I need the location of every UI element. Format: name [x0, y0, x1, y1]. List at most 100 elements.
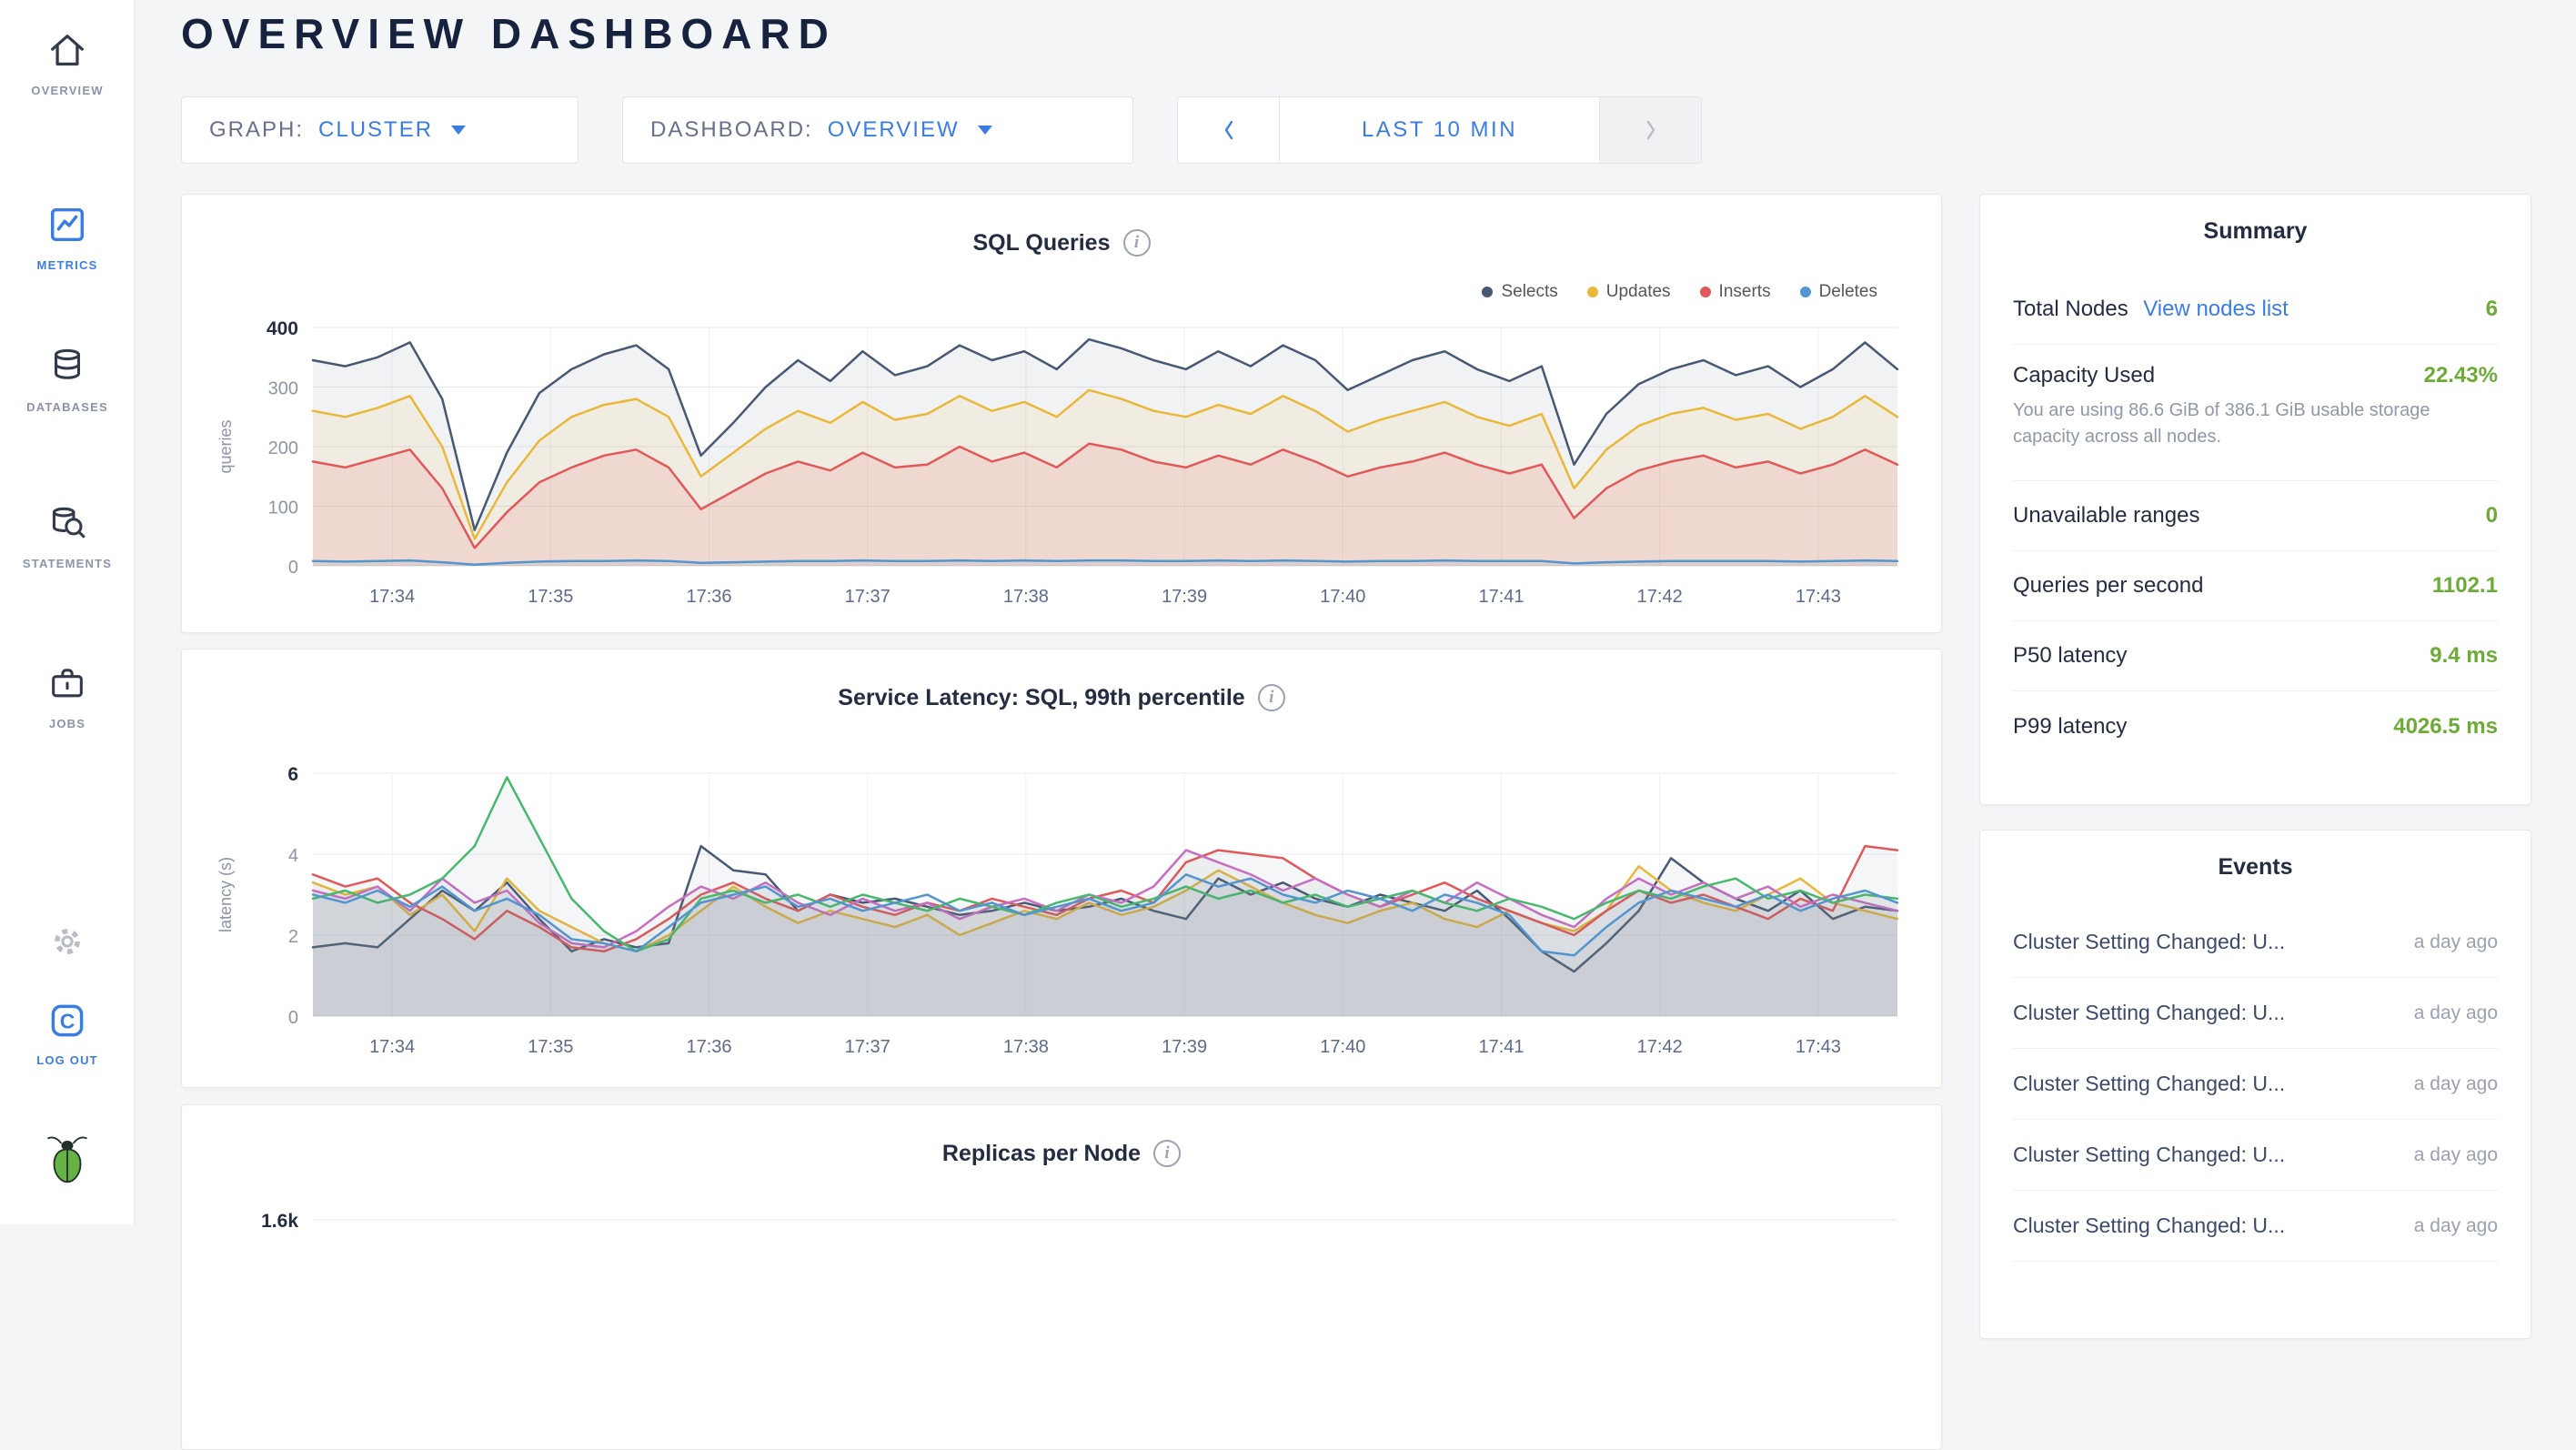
legend-label: Deletes	[1819, 282, 1877, 302]
info-icon[interactable]: i	[1153, 1140, 1181, 1167]
summary-row-p50-latency: P50 latency 9.4 ms	[2013, 621, 2498, 691]
legend-item[interactable]: Updates	[1587, 282, 1671, 302]
sidebar-item-label: OVERVIEW	[31, 84, 103, 97]
sidebar-item-metrics[interactable]: METRICS	[0, 204, 135, 272]
summary-label: P99 latency	[2013, 714, 2127, 740]
cockroach-bug-icon	[44, 1133, 91, 1191]
sidebar-item-logout[interactable]: C LOG OUT	[0, 1001, 135, 1067]
metrics-icon	[46, 204, 88, 250]
gear-icon	[48, 922, 86, 965]
legend-label: Updates	[1606, 282, 1671, 302]
graph-dropdown-label: GRAPH:	[209, 117, 304, 143]
time-range-value[interactable]: LAST 10 MIN	[1280, 97, 1599, 163]
y-tick-label: 200	[268, 438, 298, 458]
x-tick-label: 17:34	[369, 1037, 415, 1057]
summary-label: Total Nodes	[2013, 297, 2128, 321]
x-tick-label: 17:38	[1003, 587, 1049, 607]
sidebar: OVERVIEW METRICS DATABASES	[0, 0, 135, 1224]
event-time: a day ago	[2414, 1073, 2498, 1095]
events-panel: Events Cluster Setting Changed: U... a d…	[1979, 830, 2531, 1339]
x-tick-label: 17:41	[1478, 1037, 1524, 1057]
legend-item[interactable]: Selects	[1482, 282, 1557, 302]
y-tick-label: 6	[287, 764, 298, 785]
info-icon[interactable]: i	[1258, 684, 1285, 711]
y-tick-label: 400	[267, 318, 298, 339]
replicas-per-node-chart-card: Replicas per Node i 1.6k	[181, 1104, 1942, 1450]
sidebar-item-overview[interactable]: OVERVIEW	[0, 29, 135, 97]
event-time: a day ago	[2414, 1144, 2498, 1166]
summary-value: 6	[2486, 297, 2498, 322]
summary-value: 0	[2486, 503, 2498, 529]
x-tick-label: 17:37	[845, 587, 891, 607]
event-row[interactable]: Cluster Setting Changed: U... a day ago	[2013, 978, 2498, 1049]
chevron-left-icon	[1222, 117, 1236, 143]
graph-dropdown-value: CLUSTER	[318, 117, 433, 143]
x-tick-label: 17:42	[1637, 1037, 1683, 1057]
summary-label: Capacity Used	[2013, 363, 2155, 388]
chart-title: SQL Queries	[973, 230, 1111, 257]
sidebar-item-label: METRICS	[37, 258, 98, 272]
summary-label: P50 latency	[2013, 643, 2127, 669]
summary-row-capacity-used: Capacity Used 22.43% You are using 86.6 …	[2013, 345, 2498, 481]
sidebar-item-jobs[interactable]: JOBS	[0, 662, 135, 730]
event-title[interactable]: Cluster Setting Changed: U...	[2013, 930, 2285, 954]
event-row[interactable]: Cluster Setting Changed: U... a day ago	[2013, 1049, 2498, 1120]
event-row[interactable]: Cluster Setting Changed: U... a day ago	[2013, 907, 2498, 978]
legend-label: Selects	[1501, 282, 1557, 302]
logout-c-icon: C	[47, 1001, 87, 1045]
y-tick-label: 2	[288, 927, 298, 947]
y-tick-label: 4	[288, 846, 298, 866]
event-title[interactable]: Cluster Setting Changed: U...	[2013, 1213, 2285, 1238]
jobs-icon	[46, 662, 88, 709]
summary-row-total-nodes: Total Nodes View nodes list 6	[2013, 275, 2498, 345]
event-row[interactable]: Cluster Setting Changed: U... a day ago	[2013, 1120, 2498, 1191]
event-title[interactable]: Cluster Setting Changed: U...	[2013, 1072, 2285, 1096]
summary-value: 1102.1	[2432, 573, 2498, 599]
view-nodes-list-link[interactable]: View nodes list	[2143, 297, 2289, 321]
x-tick-label: 17:36	[686, 1037, 731, 1057]
x-tick-label: 17:41	[1478, 587, 1524, 607]
summary-row-unavailable-ranges: Unavailable ranges 0	[2013, 481, 2498, 551]
svg-text:C: C	[60, 1009, 75, 1032]
database-icon	[46, 346, 88, 392]
y-tick-label: 300	[268, 379, 298, 399]
x-tick-label: 17:36	[686, 587, 731, 607]
legend-dot	[1482, 287, 1493, 297]
sidebar-item-label: DATABASES	[26, 400, 108, 414]
sidebar-item-statements[interactable]: STATEMENTS	[0, 502, 135, 570]
dashboard-dropdown[interactable]: DASHBOARD: OVERVIEW	[622, 96, 1133, 164]
sidebar-item-settings[interactable]	[0, 922, 135, 965]
legend-item[interactable]: Deletes	[1800, 282, 1877, 302]
sidebar-item-label: STATEMENTS	[23, 557, 112, 570]
service-latency-chart-card: Service Latency: SQL, 99th percentile i …	[181, 649, 1942, 1088]
x-tick-label: 17:40	[1320, 1037, 1365, 1057]
events-title: Events	[1980, 854, 2531, 881]
x-tick-label: 17:35	[528, 1037, 573, 1057]
summary-panel: Summary Total Nodes View nodes list 6 Ca…	[1979, 194, 2531, 805]
x-tick-label: 17:43	[1796, 1037, 1841, 1057]
home-icon	[46, 29, 88, 76]
chevron-right-icon	[1644, 117, 1658, 143]
sidebar-item-label: LOG OUT	[36, 1053, 98, 1067]
capacity-used-subtext: You are using 86.6 GiB of 386.1 GiB usab…	[2013, 398, 2498, 450]
time-range-prev-button[interactable]	[1178, 97, 1280, 163]
summary-label: Queries per second	[2013, 573, 2203, 599]
summary-row-queries-per-second: Queries per second 1102.1	[2013, 551, 2498, 621]
y-axis-title: queries	[216, 419, 235, 473]
sql-queries-chart-card: SQL Queries i Selects Updates Inserts Delet…	[181, 194, 1942, 633]
event-row[interactable]: Cluster Setting Changed: U... a day ago	[2013, 1191, 2498, 1262]
time-range-next-button[interactable]	[1599, 97, 1701, 163]
event-title[interactable]: Cluster Setting Changed: U...	[2013, 1143, 2285, 1167]
graph-dropdown[interactable]: GRAPH: CLUSTER	[181, 96, 579, 164]
cockroachdb-logo[interactable]	[0, 1133, 135, 1191]
event-title[interactable]: Cluster Setting Changed: U...	[2013, 1001, 2285, 1025]
chevron-down-icon	[451, 126, 466, 135]
x-tick-label: 17:35	[528, 587, 573, 607]
sidebar-item-databases[interactable]: DATABASES	[0, 346, 135, 414]
replicas-per-node-chart[interactable]: 1.6k	[207, 1196, 1916, 1442]
info-icon[interactable]: i	[1123, 229, 1151, 257]
legend-item[interactable]: Inserts	[1700, 282, 1771, 302]
chevron-down-icon	[978, 126, 992, 135]
